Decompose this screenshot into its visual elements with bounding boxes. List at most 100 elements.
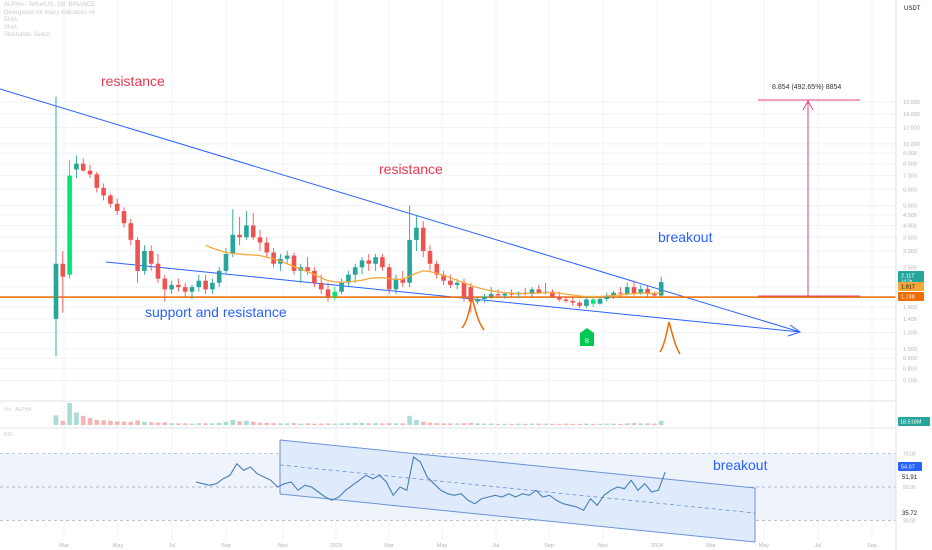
price-tick-label-6: 7.000 [903, 174, 917, 180]
candle-body-86 [638, 288, 644, 294]
rsi-channel-mid [279, 464, 756, 514]
candle-body-27 [237, 234, 242, 238]
volume-bar-46 [366, 423, 372, 425]
price-axis[interactable]: USDT 16.000 14.000 12.000 10.000 9.000 8.000 7.… [895, 0, 932, 550]
candle-body-26 [230, 234, 236, 255]
candle-body-51 [400, 278, 406, 283]
candle-body-59 [454, 282, 460, 285]
volume-bar-50 [393, 423, 399, 425]
descending-resistance-line [0, 88, 801, 333]
symbol-line[interactable]: ALPHA / TetherUS, 1W, BINANCE [4, 2, 96, 8]
candle-body-45 [359, 260, 365, 268]
candle-body-84 [624, 287, 630, 294]
candle-body-79 [590, 299, 596, 304]
volume-bar-16 [162, 422, 168, 425]
indicator-divergence[interactable]: Divergence for many indicators v4 [4, 9, 95, 16]
time-label-0: Mar [59, 543, 69, 549]
indicator-ema[interactable]: EMA [4, 17, 18, 24]
price-tick-label-3: 10.000 [903, 142, 920, 148]
candle-body-41 [332, 291, 338, 297]
candle-body-66 [502, 293, 508, 296]
candle-body-53 [414, 227, 419, 240]
candle-body-60 [461, 282, 467, 297]
rsi-pane-label[interactable]: RSI [4, 432, 13, 438]
price-badge-bg-0 [898, 271, 924, 284]
volume-bar-39 [318, 423, 324, 425]
candle-body-85 [631, 287, 637, 294]
candle-body-61 [468, 287, 474, 302]
price-badge-text-2: 1.788 [901, 295, 915, 301]
indicator-stochastic[interactable]: Stochastic Select [4, 32, 51, 39]
volume-bar-60 [461, 423, 467, 425]
volume-bar-85 [631, 423, 637, 425]
resistance-label-1: resistance [101, 73, 165, 89]
time-label-1: May [113, 543, 124, 549]
ema-line [205, 244, 662, 298]
volume-bar-35 [291, 423, 297, 425]
volume-bar-48 [380, 423, 385, 425]
candle-body-76 [570, 301, 576, 303]
candle-body-9 [114, 203, 120, 212]
candle-body-87 [645, 288, 650, 295]
price-tick-label-22: 0.700 [903, 379, 917, 385]
volume-bar-42 [339, 423, 344, 425]
chart-grid [0, 0, 896, 540]
candle-body-88 [652, 294, 657, 296]
chart-header: ALPHA / TetherUS, 1W, BINANCE Divergence… [4, 2, 95, 40]
volume-bar-28 [244, 420, 249, 425]
breakout-label-rsi: breakout [713, 457, 768, 473]
candle-body-62 [475, 299, 480, 302]
candle-body-75 [563, 299, 569, 302]
indicator-sma[interactable]: SMA [4, 24, 18, 31]
volume-bar-36 [298, 423, 304, 425]
candle-body-82 [611, 292, 616, 296]
volume-bar-15 [155, 422, 161, 425]
candle-body-67 [509, 293, 514, 295]
volume-bar-22 [203, 423, 208, 425]
volume-bar-49 [386, 423, 392, 425]
candle-body-48 [380, 257, 385, 268]
volume-bar-70 [529, 423, 535, 425]
price-badge-text-0: 2.117 [901, 274, 914, 280]
volume-bar-37 [305, 423, 310, 425]
time-label-5: 2023 [330, 543, 342, 549]
time-label-15: Sep [867, 543, 877, 549]
volume-bar-89 [658, 420, 664, 425]
candle-body-37 [305, 267, 310, 271]
trendline-drawings [0, 88, 896, 337]
candle-body-23 [210, 282, 215, 290]
price-badge-bg-2 [898, 292, 924, 301]
volume-bar-33 [278, 423, 283, 425]
volume-bar-38 [312, 423, 317, 425]
candle-body-40 [325, 289, 331, 297]
volume-bar-53 [414, 419, 419, 425]
time-label-6: Mar [384, 543, 394, 549]
candle-body-18 [176, 284, 181, 288]
candle-body-46 [366, 260, 372, 264]
volume-pane-label[interactable]: Vol · ALPHA [4, 407, 32, 413]
volume-bar-63 [482, 423, 487, 425]
measure-arrowhead [802, 99, 814, 111]
candle-body-31 [264, 242, 270, 253]
volume-bar-34 [284, 423, 290, 425]
volume-bar-76 [570, 423, 576, 425]
rsi-badge-text: 54.07 [901, 465, 915, 471]
volume-bar-67 [509, 423, 514, 425]
volume-bar-20 [189, 423, 195, 425]
price-tick-label-1: 14.000 [903, 112, 920, 118]
price-tick-label-8: 5.000 [903, 204, 917, 210]
candle-body-52 [407, 239, 412, 283]
volume-bar-6 [94, 419, 100, 425]
volume-badge-text: 18.518M [900, 420, 922, 426]
candle-body-65 [495, 294, 501, 296]
volume-bar-57 [441, 423, 446, 425]
volume-bar-71 [536, 423, 542, 425]
price-tick-label-17: 1.400 [903, 317, 917, 323]
candle-body-11 [128, 223, 134, 240]
annotation-drawings: B [461, 99, 860, 355]
time-label-9: Sep [544, 543, 554, 549]
price-tick-label-9: 4.500 [903, 213, 917, 219]
time-axis[interactable]: Mar May Jul Sep Nov 2023 Mar May Jul Sep Nov 2024 Ma… [59, 543, 877, 549]
support-resistance-label: support and resistance [145, 304, 287, 320]
